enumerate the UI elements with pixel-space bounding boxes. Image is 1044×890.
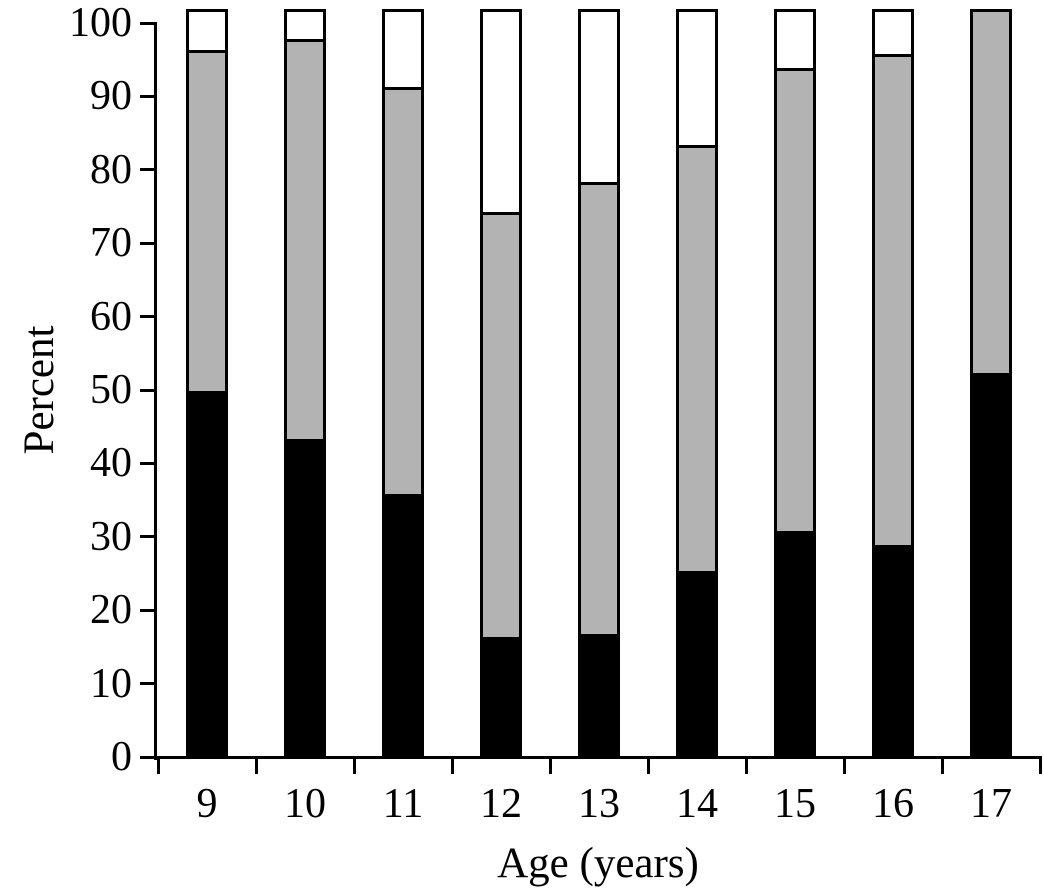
x-axis-tick: [1038, 757, 1042, 774]
x-tick-label: 11: [382, 781, 424, 827]
bar-age-12: [480, 9, 522, 757]
bar-segment-white-top-segment: [581, 12, 617, 186]
x-tick-label: 9: [196, 781, 218, 827]
bar-segment-grey-middle-segment: [679, 148, 715, 575]
bar-segment-white-top-segment: [875, 12, 911, 57]
x-axis-tick: [842, 757, 846, 774]
y-axis-tick: [140, 388, 154, 392]
x-axis-tick: [450, 757, 454, 774]
x-tick-label: 16: [872, 781, 914, 827]
bar-segment-grey-middle-segment: [973, 12, 1009, 376]
bar-segment-black-bottom-segment: [189, 394, 225, 754]
y-axis-tick: [140, 608, 154, 612]
y-axis-tick: [140, 755, 154, 759]
bar-segment-grey-middle-segment: [385, 89, 421, 498]
bar-segment-grey-middle-segment: [875, 56, 911, 549]
x-axis-title: Age (years): [497, 840, 699, 887]
bar-segment-white-top-segment: [189, 12, 225, 54]
bar-segment-black-bottom-segment: [483, 640, 519, 754]
x-axis-tick: [254, 757, 258, 774]
bar-segment-grey-middle-segment: [483, 214, 519, 641]
y-tick-label: 70: [90, 220, 132, 267]
bar-segment-black-bottom-segment: [287, 442, 323, 754]
y-tick-label: 20: [90, 587, 132, 634]
y-axis-tick: [140, 682, 154, 686]
y-axis-tick: [140, 21, 154, 25]
bar-segment-black-bottom-segment: [875, 548, 911, 754]
bar-age-17: [970, 9, 1012, 757]
x-tick-label: 14: [676, 781, 718, 827]
y-tick-label: 40: [90, 440, 132, 487]
bar-age-15: [774, 9, 816, 757]
bar-segment-grey-middle-segment: [581, 185, 617, 637]
x-axis-line: [153, 755, 1042, 759]
bar-segment-black-bottom-segment: [679, 574, 715, 754]
y-axis-tick: [140, 315, 154, 319]
x-tick-label: 13: [578, 781, 620, 827]
bar-segment-black-bottom-segment: [973, 376, 1009, 754]
x-tick-label: 15: [774, 781, 816, 827]
y-tick-label: 60: [90, 293, 132, 340]
bar-segment-black-bottom-segment: [581, 636, 617, 754]
y-tick-label: 100: [69, 0, 132, 46]
x-axis-tick: [352, 757, 356, 774]
x-tick-label: 10: [284, 781, 326, 827]
y-axis-tick: [140, 535, 154, 539]
x-axis-tick: [156, 757, 160, 774]
bar-age-9: [186, 9, 228, 757]
bar-age-16: [872, 9, 914, 757]
bar-segment-white-top-segment: [385, 12, 421, 90]
x-axis-tick: [548, 757, 552, 774]
y-tick-label: 0: [111, 734, 132, 780]
bar-segment-white-top-segment: [777, 12, 813, 72]
y-tick-label: 10: [90, 660, 132, 707]
y-axis-tick: [140, 461, 154, 465]
y-tick-label: 50: [90, 367, 132, 413]
y-axis-tick: [140, 94, 154, 98]
y-tick-label: 30: [90, 513, 132, 560]
y-axis-tick: [140, 168, 154, 172]
bar-segment-white-top-segment: [287, 12, 323, 43]
y-axis-line: [153, 22, 157, 760]
bar-age-11: [382, 9, 424, 757]
bar-age-10: [284, 9, 326, 757]
bar-segment-grey-middle-segment: [287, 42, 323, 443]
x-axis-tick: [744, 757, 748, 774]
bar-segment-grey-middle-segment: [777, 71, 813, 534]
x-tick-label: 17: [970, 781, 1012, 827]
x-axis-tick: [646, 757, 650, 774]
x-axis-tick: [940, 757, 944, 774]
bar-segment-black-bottom-segment: [777, 533, 813, 754]
bar-age-14: [676, 9, 718, 757]
y-tick-label: 90: [90, 73, 132, 120]
y-axis-tick: [140, 241, 154, 245]
x-tick-label: 12: [480, 781, 522, 827]
y-tick-label: 80: [90, 146, 132, 193]
bar-segment-grey-middle-segment: [189, 53, 225, 395]
bar-segment-white-top-segment: [679, 12, 715, 149]
bar-segment-black-bottom-segment: [385, 497, 421, 754]
bar-age-13: [578, 9, 620, 757]
bar-segment-white-top-segment: [483, 12, 519, 215]
